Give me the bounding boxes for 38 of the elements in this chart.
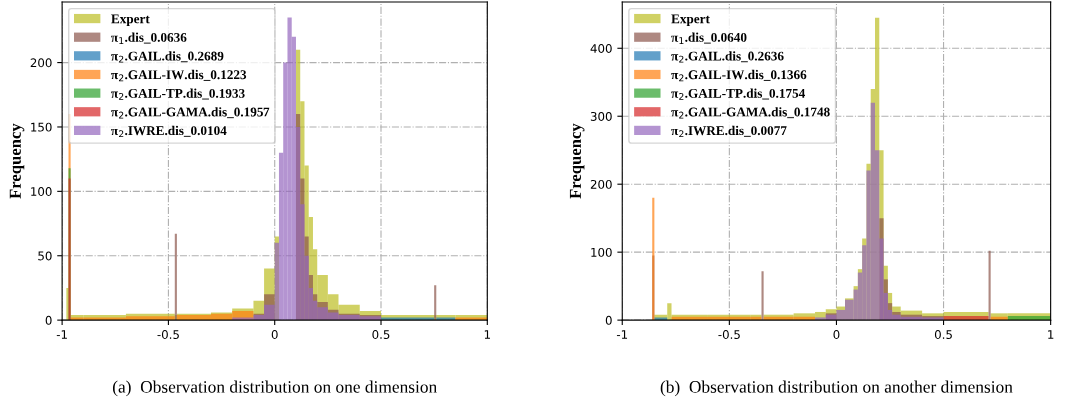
y-tick-label: 0 xyxy=(45,315,52,325)
legend-label: Expert xyxy=(671,14,710,26)
y-tick-label: 100 xyxy=(31,187,52,197)
y-tick-label: 300 xyxy=(590,111,612,121)
text: (a) Observation distribution on one dimension xyxy=(112,380,437,397)
y-tick-label: 50 xyxy=(38,251,52,261)
x-tick-label: -1 xyxy=(616,330,628,339)
legend-label: π$_{2}$.GAIL-GAMA.dis_0.1957 xyxy=(111,107,270,119)
y-tick-label: 100 xyxy=(591,247,612,257)
legend-label: π$_{2}$.GAIL.dis_0.2636 xyxy=(671,51,784,63)
x-tick-label: 0.5 xyxy=(372,330,390,339)
legend-label: π$_{1}$.dis_0.0636 xyxy=(111,32,187,44)
legend-label: π$_{1}$.dis_0.0640 xyxy=(671,32,747,44)
x-tick-label: 0.5 xyxy=(934,330,952,339)
y-axis-title: Frequency xyxy=(569,123,585,199)
y-axis-title: Frequency xyxy=(9,123,25,199)
legend-label: π$_{2}$.GAIL-TP.dis_0.1933 xyxy=(111,88,245,100)
legend-label: π$_{2}$.GAIL-TP.dis_0.1754 xyxy=(671,88,806,100)
y-tick-label: 200 xyxy=(30,58,52,68)
legend-label: π$_{2}$.GAIL-GAMA.dis_0.1748 xyxy=(671,107,830,119)
legend-label: π$_{2}$.IWRE.dis_0.0104 xyxy=(111,125,227,138)
text: (b) Observation distribution on another dimension xyxy=(660,380,1013,397)
x-tick-label: 0 xyxy=(271,330,278,339)
legend-label: Expert xyxy=(111,14,150,26)
legend-label: π$_{2}$.IWRE.dis_0.0077 xyxy=(671,125,787,138)
x-tick-label: -0.5 xyxy=(718,330,740,339)
legend-label: π$_{2}$.GAIL.dis_0.2689 xyxy=(111,51,224,63)
x-tick-label: 0 xyxy=(833,330,840,339)
x-tick-label: -0.5 xyxy=(157,330,179,339)
y-tick-label: 400 xyxy=(590,44,612,53)
x-tick-label: 1 xyxy=(484,330,490,339)
y-tick-label: 0 xyxy=(605,315,612,325)
x-tick-label: 1 xyxy=(1048,330,1054,339)
x-tick-label: -1 xyxy=(56,330,67,339)
y-tick-label: 200 xyxy=(590,179,612,189)
legend-label: π$_{2}$.GAIL-IW.dis_0.1223 xyxy=(111,69,247,82)
y-tick-label: 150 xyxy=(31,122,52,132)
legend-label: π$_{2}$.GAIL-IW.dis_0.1366 xyxy=(671,69,807,82)
